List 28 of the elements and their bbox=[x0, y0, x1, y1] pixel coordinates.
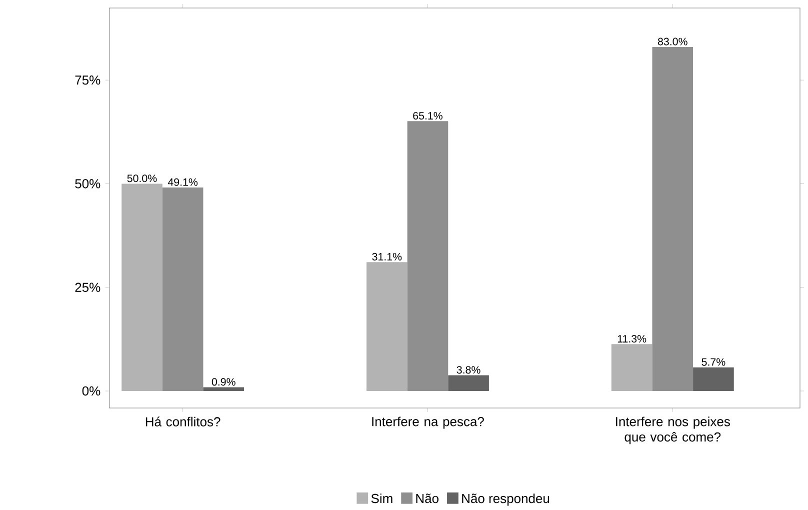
data-label: 65.1% bbox=[413, 112, 442, 120]
data-label: 31.1% bbox=[372, 252, 402, 260]
bar bbox=[122, 184, 162, 391]
y-tick-label: 0% bbox=[82, 386, 100, 396]
data-label: 83.0% bbox=[658, 38, 688, 46]
bar bbox=[162, 187, 204, 391]
legend-label: Não bbox=[416, 493, 438, 503]
x-tick-label: Interfere nos peixes que você come? bbox=[616, 416, 730, 444]
y-tick-label: 25% bbox=[75, 282, 100, 292]
data-label: 50.0% bbox=[127, 174, 157, 182]
bar bbox=[407, 120, 448, 391]
y-tick-label: 50% bbox=[75, 178, 100, 188]
legend-label: Sim bbox=[371, 493, 392, 503]
bar bbox=[652, 46, 694, 391]
data-label: 49.1% bbox=[168, 178, 198, 186]
x-tick-label: Há conflitos? bbox=[146, 416, 220, 426]
data-label: 11.3% bbox=[618, 334, 646, 342]
data-label: 5.7% bbox=[702, 358, 726, 366]
bar bbox=[203, 387, 244, 391]
bar bbox=[693, 367, 734, 391]
legend-label: Não respondeu bbox=[462, 493, 550, 506]
bar bbox=[611, 344, 652, 391]
data-label: 3.8% bbox=[456, 366, 480, 374]
data-label: 0.9% bbox=[212, 378, 236, 386]
x-tick-label: Interfere na pesca? bbox=[372, 416, 484, 429]
bar bbox=[448, 375, 489, 391]
bar bbox=[366, 262, 408, 391]
y-tick-label: 75% bbox=[75, 75, 100, 85]
